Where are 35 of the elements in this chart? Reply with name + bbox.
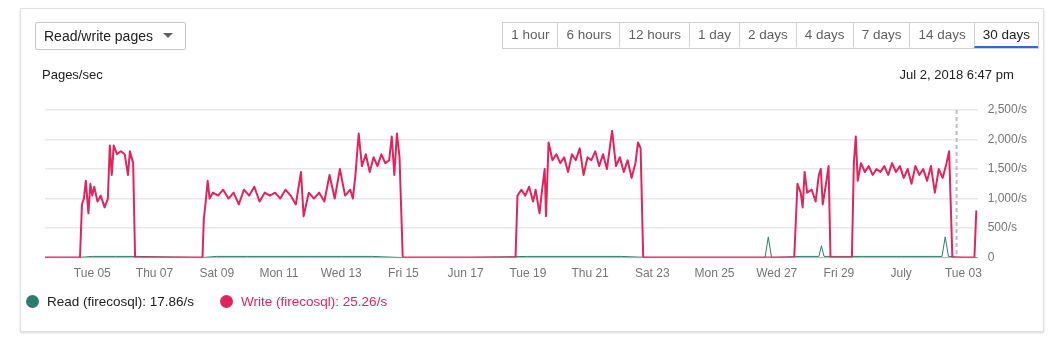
- x-tick-label: Wed 27: [756, 266, 798, 281]
- legend-label: Read (firecosql): 17.86/s: [46, 294, 195, 309]
- text: 14 days: [909, 23, 974, 48]
- text: 7 days: [852, 23, 910, 48]
- text: 1 hour: [510, 26, 551, 44]
- x-tick-label: Mon 25: [694, 266, 735, 281]
- x-tick-label: Mon 11: [259, 266, 299, 281]
- ref-line-label: Jul 2, 2018 6:47 pm: [899, 66, 1014, 82]
- legend-label: Write (firecosql): 25.26/s: [240, 294, 388, 309]
- x-tick-label: Wed 13: [320, 266, 363, 281]
- y-tick-label: 0: [987, 249, 995, 264]
- text: 1 day: [689, 23, 740, 48]
- x-tick-label: Tue 19: [509, 266, 547, 281]
- x-tick-label: Thu 21: [571, 266, 610, 281]
- y-tick-label: 1,000/s: [987, 190, 1028, 205]
- text: 6 hours: [557, 23, 620, 48]
- x-tick-label: Thu 07: [135, 266, 174, 281]
- text: 12 hours: [619, 23, 690, 48]
- text: 4 days: [795, 23, 853, 48]
- x-tick-label: Jun 17: [447, 266, 484, 281]
- text: 2 days: [739, 23, 796, 48]
- y-tick-label: 2,000/s: [987, 131, 1028, 146]
- y-tick-label: 1,500/s: [987, 161, 1028, 176]
- x-tick-label: Fri 29: [823, 266, 855, 281]
- y-tick-label: 2,500/s: [987, 102, 1028, 117]
- x-tick-label: Sat 23: [634, 266, 670, 281]
- x-tick-label: July: [890, 266, 912, 281]
- text: 30 days: [973, 23, 1038, 48]
- y-tick-label: 500/s: [987, 220, 1017, 235]
- chart-title: Read/write pages: [44, 28, 153, 44]
- x-tick-label: Tue 03: [944, 266, 983, 281]
- y-axis-title: Pages/sec: [42, 67, 103, 82]
- x-tick-label: Fri 15: [388, 266, 420, 281]
- x-tick-label: Tue 05: [73, 266, 112, 281]
- x-tick-label: Sat 09: [199, 266, 235, 281]
